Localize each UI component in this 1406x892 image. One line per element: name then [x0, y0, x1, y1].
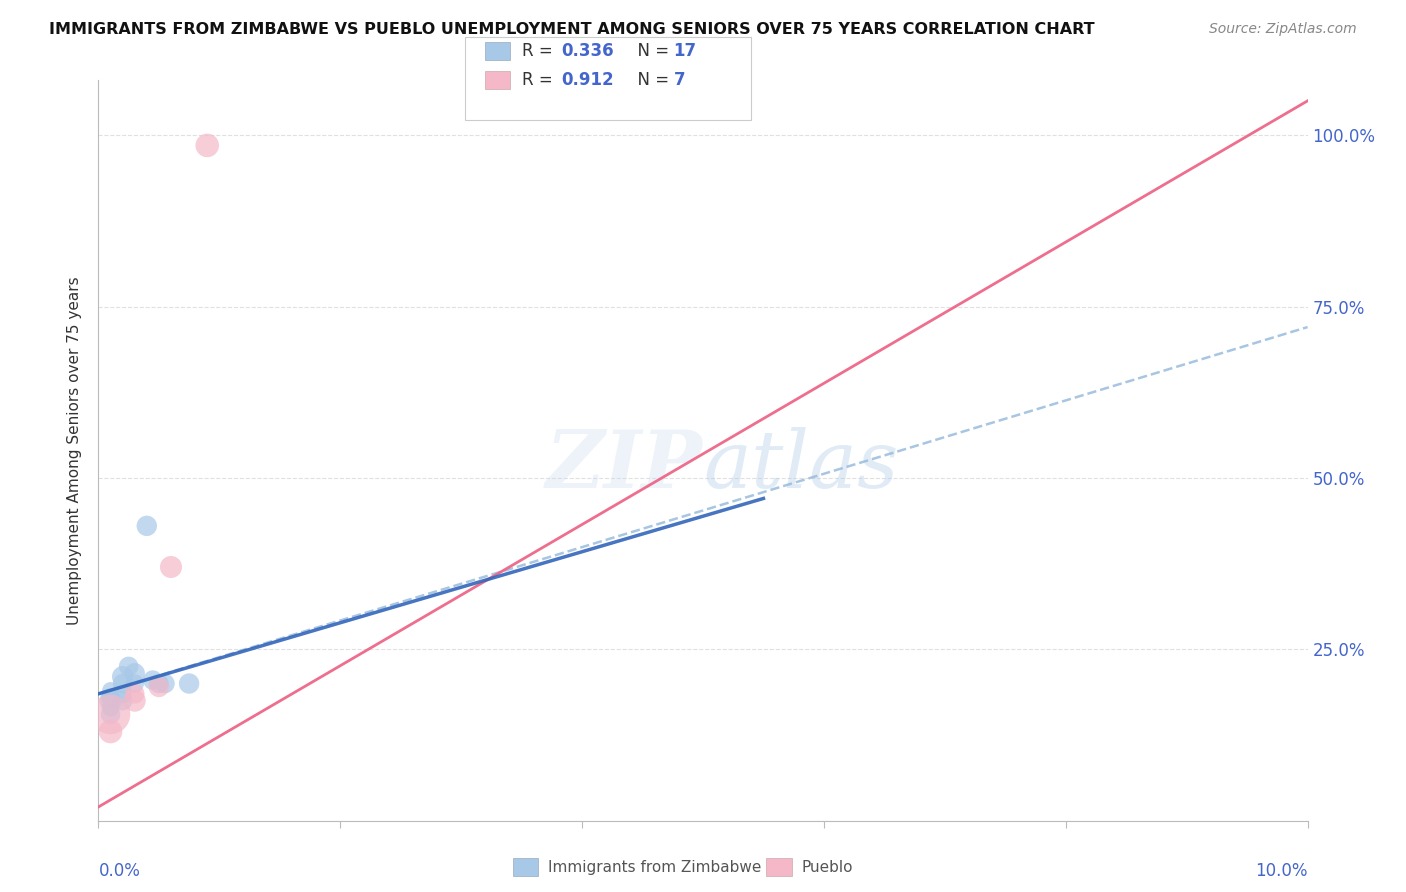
- Point: [100, 694, 122, 708]
- Text: atlas: atlas: [703, 426, 898, 504]
- Text: 0.0%: 0.0%: [98, 862, 141, 880]
- Point: [142, 673, 165, 687]
- Point: [100, 707, 122, 722]
- Point: [100, 700, 122, 714]
- Point: [118, 659, 141, 673]
- Text: 0.336: 0.336: [561, 42, 613, 60]
- Point: [111, 694, 134, 708]
- Point: [100, 683, 122, 698]
- Text: 7: 7: [673, 71, 685, 89]
- Point: [124, 676, 146, 690]
- Text: Source: ZipAtlas.com: Source: ZipAtlas.com: [1209, 22, 1357, 37]
- Point: [100, 707, 122, 722]
- Text: N =: N =: [627, 42, 675, 60]
- Text: N =: N =: [627, 71, 675, 89]
- Text: Immigrants from Zimbabwe: Immigrants from Zimbabwe: [548, 860, 762, 874]
- Text: 0.912: 0.912: [561, 71, 613, 89]
- Point: [100, 690, 122, 705]
- Point: [195, 138, 218, 153]
- Point: [148, 680, 170, 694]
- Point: [124, 694, 146, 708]
- Point: [153, 676, 176, 690]
- Text: Pueblo: Pueblo: [801, 860, 853, 874]
- Point: [111, 687, 134, 701]
- Text: 17: 17: [673, 42, 696, 60]
- Point: [124, 687, 146, 701]
- Point: [111, 670, 134, 684]
- Point: [124, 666, 146, 681]
- Point: [148, 676, 170, 690]
- Text: ZIP: ZIP: [546, 426, 703, 504]
- Point: [179, 676, 201, 690]
- Point: [100, 724, 122, 739]
- Y-axis label: Unemployment Among Seniors over 75 years: Unemployment Among Seniors over 75 years: [67, 277, 83, 624]
- Text: IMMIGRANTS FROM ZIMBABWE VS PUEBLO UNEMPLOYMENT AMONG SENIORS OVER 75 YEARS CORR: IMMIGRANTS FROM ZIMBABWE VS PUEBLO UNEMP…: [49, 22, 1095, 37]
- Point: [135, 519, 157, 533]
- Text: R =: R =: [522, 42, 558, 60]
- Point: [160, 560, 183, 574]
- Text: 10.0%: 10.0%: [1256, 862, 1308, 880]
- Text: R =: R =: [522, 71, 558, 89]
- Point: [111, 676, 134, 690]
